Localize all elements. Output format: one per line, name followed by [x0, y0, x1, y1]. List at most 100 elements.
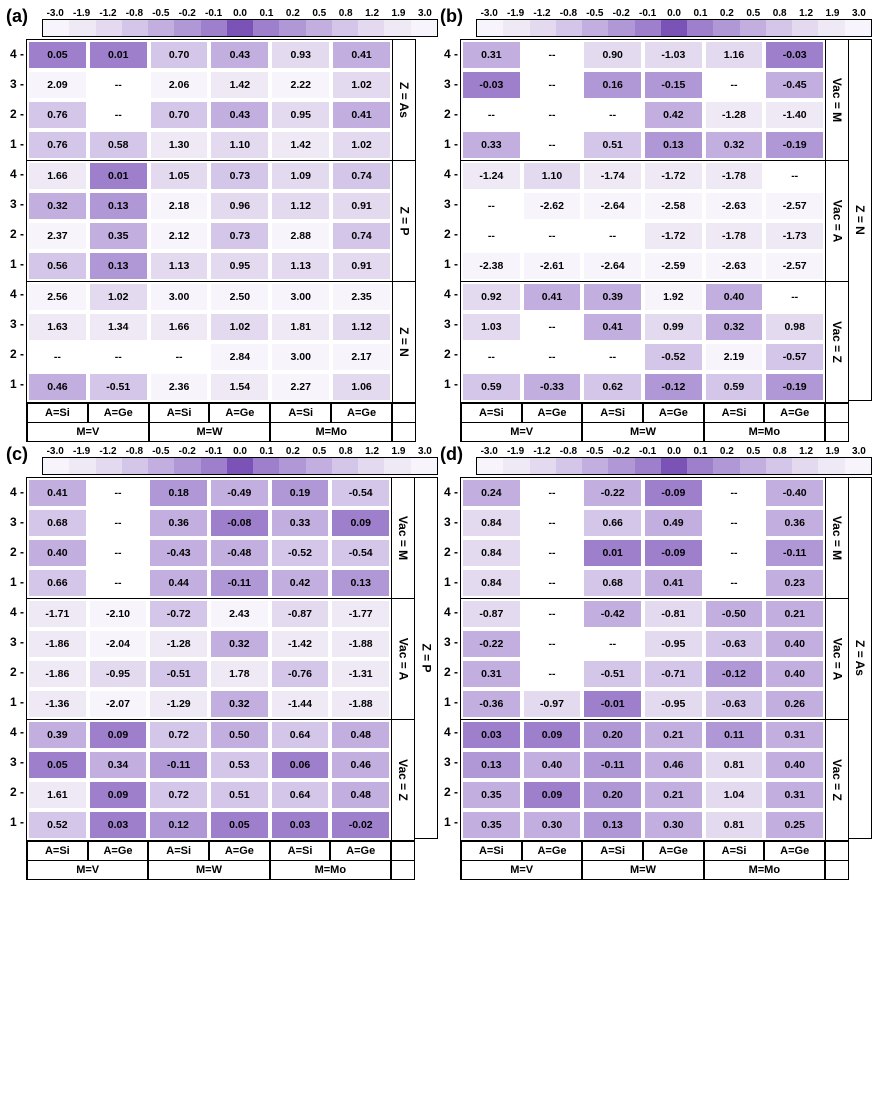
heatmap-cell: 0.64	[272, 722, 329, 748]
x-tick-A: A=Si	[27, 404, 88, 422]
panel-a: (a)-3.0-1.9-1.2-0.8-0.5-0.2-0.10.00.10.2…	[8, 8, 438, 442]
heatmap-cell: 1.61	[29, 782, 86, 808]
colorbar-tick: -1.2	[95, 8, 121, 19]
x-tick-M: M=V	[27, 423, 149, 441]
heatmap-row: 0.84--0.680.41--0.23	[461, 568, 825, 598]
heatmap-cell: -0.43	[150, 540, 207, 566]
heatmap-cell: -0.95	[90, 661, 147, 687]
colorbar-tick: -0.8	[121, 8, 147, 19]
panel-label: (c)	[6, 444, 28, 465]
heatmap-cell: --	[90, 344, 147, 370]
heatmap-cell: 0.13	[463, 752, 520, 778]
heatmap-cell: -0.19	[766, 374, 823, 400]
heatmap-cell: -0.03	[463, 72, 520, 98]
heatmap-cell: -0.19	[766, 132, 823, 158]
heatmap-cell: 2.88	[272, 223, 329, 249]
y-tick: 1 -	[442, 807, 460, 837]
colorbar-tick: -1.2	[95, 446, 121, 457]
heatmap-cell: 1.66	[29, 163, 86, 189]
heatmap-cell: 0.18	[150, 480, 207, 506]
heatmap-cell: -0.11	[150, 752, 207, 778]
panel-b: (b)-3.0-1.9-1.2-0.8-0.5-0.2-0.10.00.10.2…	[442, 8, 872, 442]
x-tick-A: A=Ge	[643, 842, 704, 860]
heatmap-row: 0.40---0.43-0.48-0.52-0.54	[27, 538, 391, 568]
heatmap-cell: 0.05	[29, 752, 86, 778]
heatmap-cell: 0.35	[463, 812, 520, 838]
heatmap-cell: 3.00	[151, 284, 208, 310]
heatmap-cell: 0.98	[766, 314, 823, 340]
heatmap-cell: 1.34	[90, 314, 147, 340]
colorbar-tick: -1.9	[502, 446, 528, 457]
heatmap-cell: --	[584, 631, 641, 657]
block-label: Vac = Z	[825, 720, 848, 840]
y-tick: 3 -	[8, 627, 26, 657]
y-tick: 4 -	[8, 159, 26, 189]
y-tick: 3 -	[8, 309, 26, 339]
heatmap-cell: 0.21	[645, 722, 702, 748]
heatmap-cell: 0.58	[90, 132, 147, 158]
colorbar-tick: 3.0	[846, 8, 872, 19]
colorbar-tick: 1.9	[385, 8, 411, 19]
heatmap-cell: 0.33	[272, 510, 329, 536]
heatmap-cell: -1.78	[706, 163, 763, 189]
heatmap-cell: 1.05	[151, 163, 208, 189]
y-tick: 3 -	[442, 507, 460, 537]
heatmap-cell: 0.91	[333, 193, 390, 219]
heatmap-cell: 0.49	[645, 510, 702, 536]
colorbar-tick: -1.9	[68, 8, 94, 19]
heatmap-cell: -1.72	[645, 223, 702, 249]
heatmap-cell: --	[29, 344, 86, 370]
colorbar-tick: 0.8	[332, 446, 358, 457]
x-tick-M: M=V	[461, 423, 582, 441]
panel-label: (d)	[440, 444, 463, 465]
heatmap-cell: -0.54	[332, 540, 389, 566]
heatmap-cell: 0.40	[29, 540, 86, 566]
heatmap-cell: -0.87	[463, 601, 520, 627]
heatmap-cell: --	[524, 631, 581, 657]
heatmap-cell: 0.19	[272, 480, 329, 506]
heatmap-cell: 0.09	[524, 782, 581, 808]
y-tick: 3 -	[442, 309, 460, 339]
y-tick: 4 -	[8, 477, 26, 507]
heatmap-row: 0.33--0.510.130.32-0.19	[461, 130, 825, 160]
heatmap-cell: --	[584, 102, 641, 128]
heatmap-cell: 0.03	[463, 722, 520, 748]
heatmap-cell: --	[706, 540, 763, 566]
heatmap-cell: --	[706, 480, 763, 506]
heatmap-cell: -0.52	[645, 344, 702, 370]
heatmap-cell: -2.04	[90, 631, 147, 657]
block-label: Vac = M	[825, 478, 848, 598]
outer-right-label: Z = As	[849, 477, 872, 839]
heatmap-cell: -0.36	[463, 691, 520, 717]
heatmap-row: 1.610.090.720.510.640.48	[27, 780, 391, 810]
heatmap-cell: 1.10	[524, 163, 581, 189]
heatmap-cell: 0.72	[150, 722, 207, 748]
x-tick-M: M=V	[461, 861, 582, 879]
heatmap-cell: -0.51	[584, 661, 641, 687]
y-tick: 4 -	[8, 279, 26, 309]
heatmap-cell: -0.11	[584, 752, 641, 778]
panel-d: (d)-3.0-1.9-1.2-0.8-0.5-0.2-0.10.00.10.2…	[442, 446, 872, 880]
heatmap-cell: 0.40	[766, 661, 823, 687]
y-tick: 4 -	[442, 39, 460, 69]
heatmap-cell: 3.00	[272, 284, 329, 310]
colorbar-tick: 0.1	[253, 446, 279, 457]
colorbar-tick: -1.2	[529, 446, 555, 457]
colorbar-tick: 3.0	[846, 446, 872, 457]
heatmap-cell: -0.01	[584, 691, 641, 717]
heatmap-cell: 0.70	[151, 42, 208, 68]
heatmap-cell: -1.78	[706, 223, 763, 249]
colorbar-tick: -0.1	[200, 8, 226, 19]
y-tick: 2 -	[8, 657, 26, 687]
heatmap-cell: 1.13	[151, 253, 208, 279]
heatmap-cell: -0.87	[272, 601, 329, 627]
y-tick: 3 -	[442, 69, 460, 99]
heatmap-cell: 2.09	[29, 72, 86, 98]
heatmap-cell: 0.31	[463, 42, 520, 68]
heatmap-cell: 0.25	[766, 812, 823, 838]
heatmap-cell: 0.44	[150, 570, 207, 596]
panel-label: (b)	[440, 6, 463, 27]
heatmap-cell: 0.73	[211, 163, 268, 189]
heatmap-row: -0.36-0.97-0.01-0.95-0.630.26	[461, 689, 825, 719]
heatmap-cell: 1.12	[333, 314, 390, 340]
